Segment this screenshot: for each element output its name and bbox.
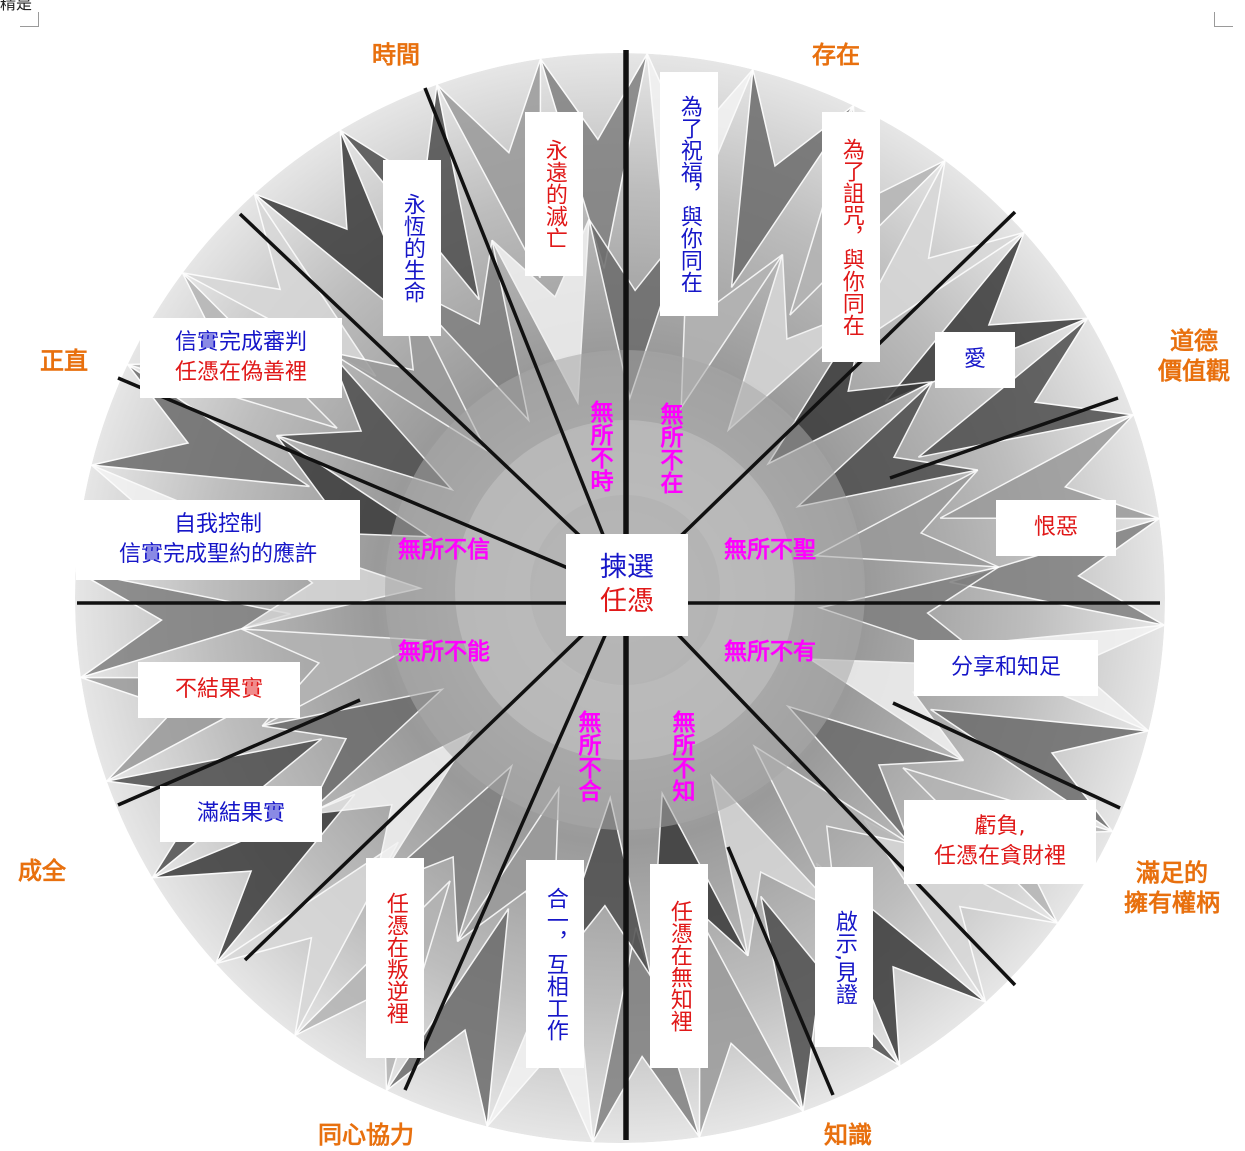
box-judgment-line1: 信實完成審判 xyxy=(174,330,307,356)
attr-omnitemporal: 無所不時 xyxy=(586,400,612,492)
box-judgment-line2: 任憑在偽善裡 xyxy=(174,360,307,385)
box-judgment: 信實完成審判 任憑在偽善裡 xyxy=(140,318,342,398)
label-integrity: 正直 xyxy=(40,346,88,375)
label-morality-line1: 道德 xyxy=(1170,326,1218,355)
box-left-in-rebellion: 任憑在叛逆裡 xyxy=(366,858,424,1058)
box-curse-with-you: 為了詛咒，與你同在 xyxy=(822,112,880,362)
label-fulfillment: 成全 xyxy=(18,856,66,885)
crop-mark-top-left xyxy=(20,12,39,27)
center-box: 揀選 任憑 xyxy=(566,534,688,636)
box-eternal-destruction: 永遠的滅亡 xyxy=(525,112,583,276)
box-lack: 虧負, 任憑在貪財裡 xyxy=(904,800,1096,884)
box-lack-line2: 任憑在貪財裡 xyxy=(933,844,1066,869)
sector-lines xyxy=(77,50,1160,1140)
box-no-fruit: 不結果實 xyxy=(138,662,300,718)
attr-omnipotent: 無所不能 xyxy=(398,639,490,665)
box-bless-with-you: 為了祝福，與你同在 xyxy=(660,72,718,316)
attr-omniscient: 無所不知 xyxy=(668,710,694,802)
center-abandon: 任憑 xyxy=(600,586,654,617)
box-revelation: 啟示,見證 xyxy=(815,867,873,1047)
box-self-control: 自我控制 信實完成聖約的應許 xyxy=(76,500,360,580)
label-unity: 同心協力 xyxy=(318,1120,414,1149)
label-morality-line2: 價值觀 xyxy=(1158,356,1230,385)
label-existence: 存在 xyxy=(812,40,860,69)
box-share-content: 分享和知足 xyxy=(914,640,1098,696)
box-full-fruit: 滿結果實 xyxy=(160,786,322,842)
box-eternal-life: 永恆的生命 xyxy=(383,160,441,336)
label-morality: 道德 價值觀 xyxy=(1158,326,1230,386)
attr-omniunited: 無所不合 xyxy=(574,710,600,802)
box-lack-line1: 虧負, xyxy=(974,814,1026,840)
crop-mark-top-right xyxy=(1214,12,1233,27)
box-love: 愛 xyxy=(935,332,1015,388)
box-self-control-line1: 自我控制 xyxy=(173,512,262,538)
attr-omnifaithful: 無所不信 xyxy=(398,537,490,563)
label-contentment: 滿足的 擁有權柄 xyxy=(1124,858,1220,918)
box-self-control-line2: 信實完成聖約的應許 xyxy=(118,542,317,567)
box-left-in-ignorance: 任憑在無知裡 xyxy=(650,864,708,1068)
label-contentment-line2: 擁有權柄 xyxy=(1124,888,1220,917)
label-contentment-line1: 滿足的 xyxy=(1136,858,1208,887)
attr-omnipossessing: 無所不有 xyxy=(724,639,816,665)
top-text-fragment: 精是 xyxy=(0,0,33,13)
box-work-together: 合一，互相工作 xyxy=(526,860,584,1068)
attr-omniholy: 無所不聖 xyxy=(724,537,816,563)
box-hate: 恨惡 xyxy=(996,500,1116,556)
center-election: 揀選 xyxy=(600,552,654,584)
attr-omnipresent: 無所不在 xyxy=(656,402,682,494)
label-knowledge: 知識 xyxy=(824,1120,872,1149)
label-time: 時間 xyxy=(372,40,420,69)
